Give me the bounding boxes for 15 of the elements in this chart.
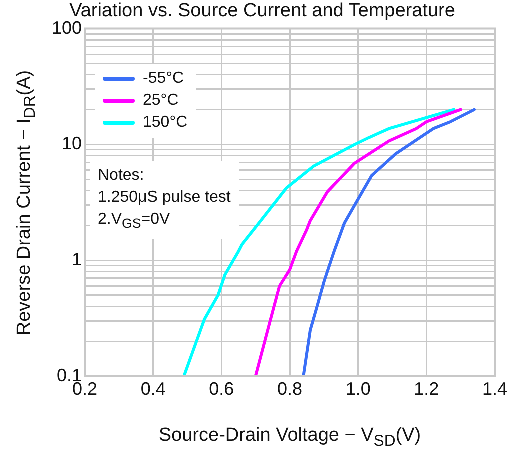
y-tick-label: 10 (62, 134, 82, 154)
annotation: 2.V$_{GS}$=0V (98, 210, 172, 234)
x-tick-label: 1.0 (346, 379, 371, 400)
annotation: 1.250μS pulse test (98, 188, 231, 208)
y-tick-label: 1 (72, 250, 82, 270)
x-tick-label: 1.2 (414, 379, 440, 400)
x-tick-label: 0.8 (277, 379, 303, 400)
x-tick-label: 0.6 (209, 379, 234, 400)
legend-label: -55°C (143, 68, 184, 89)
x-tick-label: 1.4 (482, 379, 508, 400)
x-tick-label: 0.4 (140, 379, 166, 400)
x-axis-title: Source-Drain Voltage − V$_{SD}$(V) (158, 425, 422, 451)
annotation: Notes: (98, 166, 146, 186)
legend-label: 25°C (143, 90, 179, 111)
legend-label: 150°C (143, 112, 188, 133)
